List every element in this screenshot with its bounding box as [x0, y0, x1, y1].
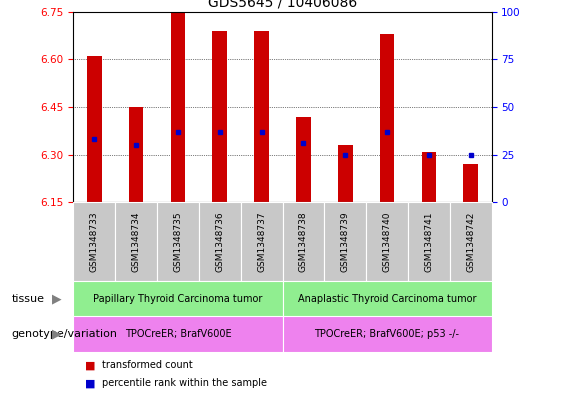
- FancyBboxPatch shape: [282, 316, 492, 352]
- Text: GSM1348734: GSM1348734: [132, 211, 141, 272]
- Text: GSM1348740: GSM1348740: [383, 211, 392, 272]
- FancyBboxPatch shape: [157, 202, 199, 281]
- Bar: [129, 107, 144, 202]
- Bar: [296, 117, 311, 202]
- Bar: [87, 56, 102, 202]
- Text: ■: ■: [85, 360, 95, 371]
- Bar: [171, 12, 185, 202]
- Text: ■: ■: [85, 378, 95, 388]
- Text: GSM1348733: GSM1348733: [90, 211, 99, 272]
- Text: Papillary Thyroid Carcinoma tumor: Papillary Thyroid Carcinoma tumor: [93, 294, 263, 304]
- Bar: [254, 31, 269, 202]
- FancyBboxPatch shape: [324, 202, 366, 281]
- Text: GSM1348742: GSM1348742: [466, 211, 475, 272]
- Bar: [338, 145, 353, 202]
- Text: transformed count: transformed count: [102, 360, 193, 371]
- Bar: [421, 152, 436, 202]
- FancyBboxPatch shape: [73, 316, 282, 352]
- FancyBboxPatch shape: [282, 202, 324, 281]
- FancyBboxPatch shape: [408, 202, 450, 281]
- Title: GDS5645 / 10406086: GDS5645 / 10406086: [208, 0, 357, 9]
- Text: GSM1348739: GSM1348739: [341, 211, 350, 272]
- Text: GSM1348736: GSM1348736: [215, 211, 224, 272]
- Text: ▶: ▶: [51, 292, 62, 305]
- Text: GSM1348735: GSM1348735: [173, 211, 182, 272]
- Text: GSM1348738: GSM1348738: [299, 211, 308, 272]
- Text: ▶: ▶: [51, 327, 62, 341]
- Text: TPOCreER; BrafV600E: TPOCreER; BrafV600E: [125, 329, 231, 339]
- Text: GSM1348737: GSM1348737: [257, 211, 266, 272]
- FancyBboxPatch shape: [282, 281, 492, 316]
- Text: genotype/variation: genotype/variation: [11, 329, 118, 339]
- FancyBboxPatch shape: [73, 202, 115, 281]
- FancyBboxPatch shape: [241, 202, 282, 281]
- Text: tissue: tissue: [11, 294, 44, 304]
- FancyBboxPatch shape: [366, 202, 408, 281]
- Bar: [380, 34, 394, 202]
- FancyBboxPatch shape: [199, 202, 241, 281]
- Bar: [463, 164, 478, 202]
- Text: Anaplastic Thyroid Carcinoma tumor: Anaplastic Thyroid Carcinoma tumor: [298, 294, 476, 304]
- Text: TPOCreER; BrafV600E; p53 -/-: TPOCreER; BrafV600E; p53 -/-: [315, 329, 459, 339]
- Text: percentile rank within the sample: percentile rank within the sample: [102, 378, 267, 388]
- Bar: [212, 31, 227, 202]
- FancyBboxPatch shape: [450, 202, 492, 281]
- FancyBboxPatch shape: [115, 202, 157, 281]
- FancyBboxPatch shape: [73, 281, 282, 316]
- Text: GSM1348741: GSM1348741: [424, 211, 433, 272]
